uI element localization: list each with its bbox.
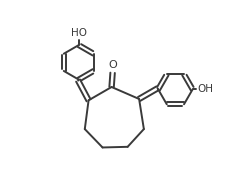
Text: HO: HO [71, 28, 86, 38]
Text: OH: OH [197, 84, 212, 94]
Text: O: O [108, 60, 116, 70]
